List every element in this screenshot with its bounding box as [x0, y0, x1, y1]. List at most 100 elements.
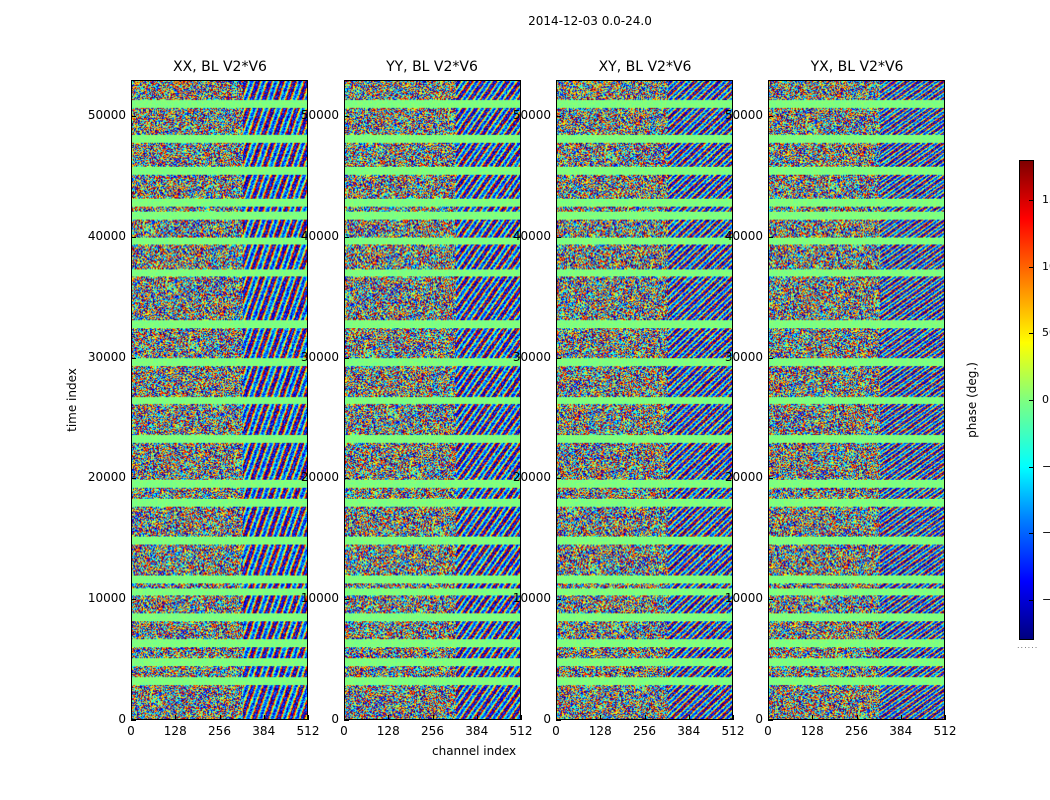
colorbar-tick-label: 50	[1042, 326, 1050, 340]
heatmap-xy	[556, 80, 733, 720]
x-tick-mark	[556, 715, 557, 720]
y-tick-mark	[768, 478, 773, 480]
x-tick-mark	[308, 715, 309, 720]
y-tick-label: 30000	[87, 349, 126, 364]
heatmap-canvas-xy	[557, 81, 732, 719]
y-tick-mark	[131, 357, 136, 359]
x-tick-label: 0	[552, 724, 560, 738]
colorbar-tick-label: 0	[1042, 393, 1049, 406]
x-tick-mark	[432, 715, 434, 720]
y-tick-mark	[768, 357, 773, 359]
y-tick-label: 40000	[300, 228, 339, 243]
y-tick-label: 20000	[87, 470, 126, 485]
y-tick-label: 40000	[724, 228, 763, 243]
x-tick-mark	[688, 715, 690, 720]
x-axis-label: channel index	[432, 744, 517, 758]
y-tick-mark	[344, 599, 349, 601]
colorbar-tick-mark	[1029, 466, 1034, 468]
y-tick-label: 20000	[300, 470, 339, 485]
colorbar-tick-mark	[1029, 266, 1034, 268]
colorbar-tick-mark	[1029, 600, 1034, 601]
y-tick-mark	[344, 357, 349, 359]
x-tick-mark	[388, 715, 390, 720]
heatmap-canvas-xx	[132, 81, 307, 719]
y-tick-mark	[556, 720, 561, 721]
y-tick-mark	[556, 478, 561, 480]
y-axis-label: time index	[64, 368, 79, 432]
y-tick-mark	[131, 478, 136, 480]
x-tick-mark	[768, 715, 769, 720]
colorbar-footer: ......	[1017, 641, 1039, 650]
y-tick-label: 50000	[724, 108, 763, 123]
y-tick-mark	[131, 116, 136, 118]
x-tick-label: 0	[340, 724, 348, 738]
heatmap-canvas-yx	[769, 81, 944, 719]
x-tick-mark	[812, 715, 814, 720]
x-tick-label: 256	[845, 724, 868, 738]
y-tick-label: 0	[755, 712, 763, 726]
y-tick-mark	[344, 236, 349, 238]
x-tick-mark	[476, 715, 478, 720]
x-tick-label: 512	[933, 724, 957, 738]
y-tick-mark	[768, 236, 773, 238]
heatmap-xx	[131, 80, 308, 720]
x-tick-label: 384	[465, 724, 489, 738]
heatmap-canvas-yy	[345, 81, 520, 719]
x-tick-label: 512	[296, 724, 320, 738]
y-tick-mark	[556, 236, 561, 238]
panel-title-yy: YY, BL V2*V6	[386, 59, 478, 75]
x-tick-label: 256	[208, 724, 231, 738]
x-tick-label: 384	[252, 724, 276, 738]
x-tick-label: 128	[800, 724, 824, 738]
colorbar-tick-label: −100	[1042, 526, 1050, 540]
y-tick-mark	[556, 357, 561, 359]
x-tick-mark	[945, 715, 946, 720]
x-tick-mark	[175, 715, 177, 720]
colorbar-tick-mark	[1029, 533, 1034, 535]
y-tick-mark	[131, 720, 136, 721]
x-tick-label: 384	[677, 724, 701, 738]
colorbar-tick-mark	[1029, 400, 1034, 401]
x-tick-mark	[131, 715, 132, 720]
y-tick-label: 30000	[300, 349, 339, 364]
x-tick-mark	[900, 715, 902, 720]
x-tick-label: 0	[127, 724, 135, 738]
heatmap-yx	[768, 80, 945, 720]
y-tick-label: 50000	[512, 108, 551, 123]
y-tick-mark	[768, 720, 773, 721]
y-tick-label: 50000	[300, 108, 339, 123]
colorbar-tick-label: −50	[1042, 459, 1050, 473]
y-tick-mark	[556, 116, 561, 118]
colorbar-label: phase (deg.)	[964, 362, 979, 438]
x-tick-label: 128	[163, 724, 187, 738]
y-tick-label: 50000	[87, 108, 126, 123]
x-tick-mark	[521, 715, 522, 720]
x-tick-mark	[219, 715, 221, 720]
x-tick-label: 0	[764, 724, 772, 738]
y-tick-label: 0	[331, 712, 339, 726]
y-tick-label: 40000	[87, 228, 126, 243]
y-tick-label: 10000	[724, 591, 763, 606]
x-tick-label: 512	[721, 724, 745, 738]
y-tick-mark	[131, 236, 136, 238]
x-tick-mark	[644, 715, 646, 720]
figure-title: 2014-12-03 0.0-24.0	[528, 14, 652, 28]
y-tick-label: 10000	[512, 591, 551, 606]
panel-title-xy: XY, BL V2*V6	[598, 59, 692, 75]
y-tick-mark	[131, 599, 136, 601]
heatmap-yy	[344, 80, 521, 720]
y-tick-mark	[768, 116, 773, 118]
y-tick-mark	[344, 478, 349, 480]
y-tick-mark	[344, 116, 349, 118]
y-tick-mark	[556, 599, 561, 601]
y-tick-mark	[768, 599, 773, 601]
colorbar-tick-mark	[1029, 200, 1034, 201]
y-tick-label: 30000	[724, 349, 763, 364]
x-tick-mark	[600, 715, 602, 720]
x-tick-mark	[263, 715, 265, 720]
x-tick-label: 128	[376, 724, 400, 738]
x-tick-label: 384	[889, 724, 913, 738]
y-tick-label: 10000	[300, 591, 339, 606]
x-tick-label: 128	[588, 724, 612, 738]
panel-title-xx: XX, BL V2*V6	[173, 59, 267, 75]
